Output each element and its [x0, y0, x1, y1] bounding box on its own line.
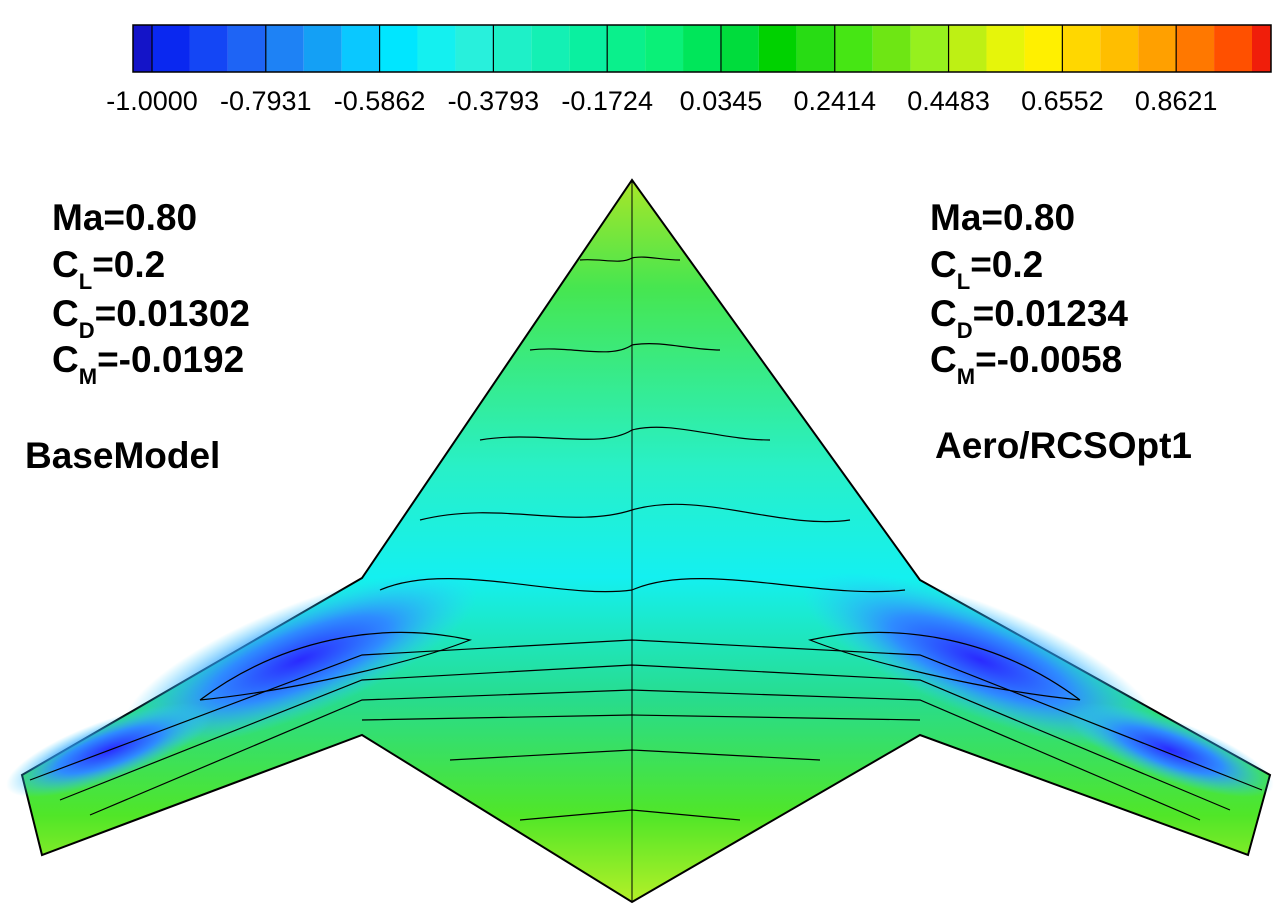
color-level	[1062, 25, 1101, 72]
low-pressure-right-tip	[1066, 702, 1274, 798]
moment-coefficient: CM=-0.0192	[52, 339, 244, 389]
wing-outline	[20, 178, 1272, 904]
colorbar-tick-label: 0.4483	[907, 86, 990, 116]
color-level	[1214, 25, 1252, 72]
lift-coefficient: CL=0.2	[52, 244, 165, 294]
color-level	[948, 25, 987, 72]
color-level	[1176, 25, 1215, 72]
color-level	[1024, 25, 1063, 72]
drag-coefficient: CD=0.01302	[52, 293, 250, 343]
color-level	[227, 25, 266, 72]
colorbar-tick-label: -0.7931	[220, 86, 312, 116]
colorbar-tick-label: 0.8621	[1135, 86, 1218, 116]
color-level	[986, 25, 1025, 72]
color-level	[341, 25, 380, 72]
model-name: BaseModel	[25, 435, 220, 476]
color-level	[1100, 25, 1139, 72]
wing-surface	[6, 178, 1274, 904]
mach: Ma=0.80	[52, 197, 197, 238]
lift-coefficient: CL=0.2	[930, 244, 1043, 294]
model-name: Aero/RCSOpt1	[935, 425, 1192, 466]
color-level	[455, 25, 494, 72]
color-level	[569, 25, 608, 72]
color-level	[133, 25, 152, 72]
color-level	[872, 25, 911, 72]
color-level	[189, 25, 228, 72]
drag-coefficient: CD=0.01234	[930, 293, 1128, 343]
color-level	[379, 25, 418, 72]
color-level	[910, 25, 949, 72]
color-level	[683, 25, 721, 72]
color-level	[1252, 25, 1271, 72]
moment-coefficient: CM=-0.0058	[930, 339, 1122, 389]
colorbar-frame	[132, 24, 1272, 73]
colorbar-tick-label: -0.1724	[561, 86, 653, 116]
colorbar: -1.0000 -0.7931 -0.5862 -0.3793 -0.1724 0.034…	[106, 24, 1272, 116]
color-level	[152, 25, 190, 72]
color-level	[720, 25, 759, 72]
right-annotation: Ma=0.80 CL=0.2 CD=0.01234 CM=-0.0058 Aer…	[930, 197, 1192, 466]
color-level	[758, 25, 797, 72]
color-level	[1138, 25, 1177, 72]
color-level	[303, 25, 342, 72]
color-level	[531, 25, 570, 72]
colorbar-tick-label: 0.6552	[1021, 86, 1104, 116]
colorbar-tick-label: -1.0000	[106, 86, 198, 116]
colorbar-tick-label: -0.5862	[334, 86, 426, 116]
colorbar-tick-label: 0.0345	[680, 86, 763, 116]
color-level	[265, 25, 304, 72]
mach: Ma=0.80	[930, 197, 1075, 238]
colorbar-tick-label: -0.3793	[448, 86, 540, 116]
low-pressure-left	[122, 572, 478, 748]
left-annotation: Ma=0.80 CL=0.2 CD=0.01302 CM=-0.0192 Bas…	[25, 197, 250, 476]
color-level	[834, 25, 873, 72]
color-level	[493, 25, 532, 72]
colorbar-tick-label: 0.2414	[793, 86, 876, 116]
low-pressure-right	[802, 572, 1158, 748]
color-level	[645, 25, 684, 72]
color-level	[607, 25, 646, 72]
color-level	[796, 25, 835, 72]
color-level	[417, 25, 456, 72]
